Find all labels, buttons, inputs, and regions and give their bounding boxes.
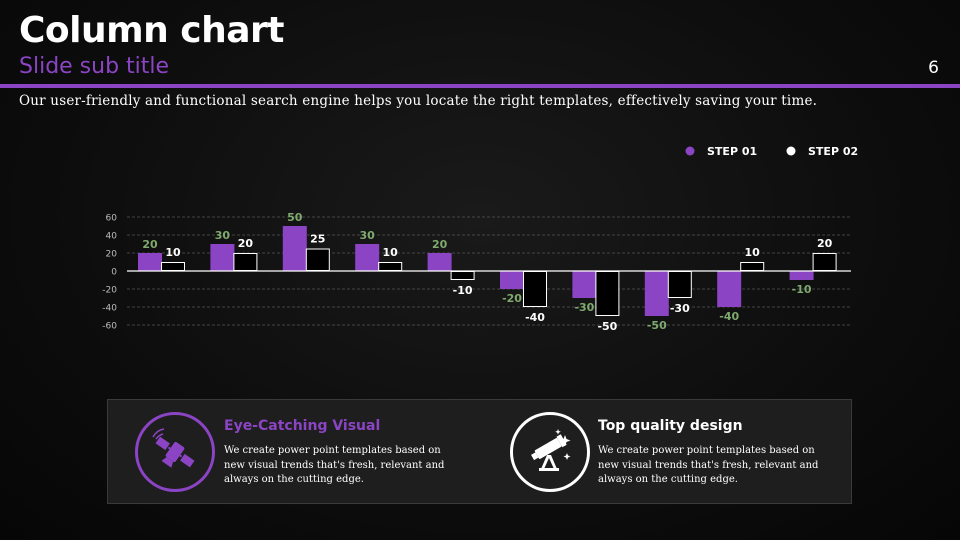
data-label-step1: 30 — [215, 229, 231, 242]
telescope-icon — [510, 412, 590, 492]
bar-step2 — [305, 248, 330, 271]
bar-step1 — [500, 271, 524, 289]
y-tick-label: 60 — [106, 214, 118, 224]
data-label-step2: 10 — [745, 246, 761, 259]
y-tick-label: 20 — [106, 250, 118, 260]
bar-step1 — [355, 244, 380, 271]
data-label-step2: 20 — [238, 237, 254, 250]
data-label-step2: 10 — [383, 246, 399, 259]
y-tick-label: -60 — [102, 322, 117, 332]
data-label-step2: 25 — [310, 233, 325, 246]
bar-step2 — [812, 253, 837, 271]
feature-title: Top quality design — [598, 418, 743, 434]
satellite-icon — [135, 412, 215, 492]
data-label-step2: -40 — [525, 311, 545, 324]
data-label-step2: -50 — [597, 320, 617, 333]
bar-step2 — [740, 262, 765, 271]
bar-step1 — [789, 271, 814, 280]
y-tick-label: -40 — [102, 304, 117, 314]
legend-marker-step1 — [685, 146, 695, 156]
slide-description: Our user-friendly and functional search … — [19, 93, 818, 109]
title-divider — [0, 84, 960, 88]
data-label-step2: 10 — [165, 246, 181, 259]
features-panel: Eye-Catching Visual We create power poin… — [107, 399, 852, 504]
data-label-step1: -10 — [792, 283, 812, 296]
y-tick-label: 40 — [106, 232, 118, 242]
legend-label-step1: STEP 01 — [707, 145, 757, 158]
slide-title: Column chart — [19, 10, 285, 51]
bar-step1 — [138, 253, 162, 271]
data-label-step1: -20 — [502, 292, 522, 305]
data-label-step1: -40 — [719, 310, 739, 323]
data-label-step2: -30 — [670, 302, 690, 315]
data-label-step1: 20 — [432, 238, 448, 251]
data-label-step1: -50 — [647, 319, 667, 332]
y-tick-label: 0 — [111, 268, 117, 278]
data-label-step1: 20 — [142, 238, 158, 251]
bar-step1 — [644, 271, 669, 316]
bar-step1 — [717, 271, 742, 307]
data-label-step2: -10 — [453, 284, 473, 297]
bar-step2 — [450, 271, 475, 280]
legend-label-step2: STEP 02 — [808, 145, 858, 158]
bar-step2 — [595, 271, 620, 316]
data-label-step1: 30 — [360, 229, 376, 242]
feature-text: We create power point templates based on… — [224, 445, 445, 485]
feature-text: We create power point templates based on… — [598, 445, 819, 485]
slide-subtitle: Slide sub title — [19, 54, 170, 79]
legend-marker-step2 — [786, 146, 796, 156]
feature-eye-catching: Eye-Catching Visual We create power poin… — [108, 400, 480, 505]
data-label-step1: -30 — [574, 301, 594, 314]
bar-step1 — [427, 253, 452, 271]
bar-step2 — [378, 262, 403, 271]
feature-title: Eye-Catching Visual — [224, 418, 381, 434]
bar-step2 — [667, 271, 692, 298]
feature-top-quality: Top quality design We create power point… — [482, 400, 854, 505]
data-label-step2: 20 — [817, 237, 833, 250]
bar-step1 — [282, 226, 307, 271]
bar-step2 — [161, 262, 185, 271]
bar-step1 — [572, 271, 597, 298]
bar-step1 — [210, 244, 235, 271]
data-label-step1: 50 — [287, 211, 303, 224]
bar-step2 — [523, 271, 547, 307]
bar-step2 — [233, 253, 258, 271]
page-number: 6 — [928, 58, 939, 78]
y-tick-label: -20 — [102, 286, 117, 296]
